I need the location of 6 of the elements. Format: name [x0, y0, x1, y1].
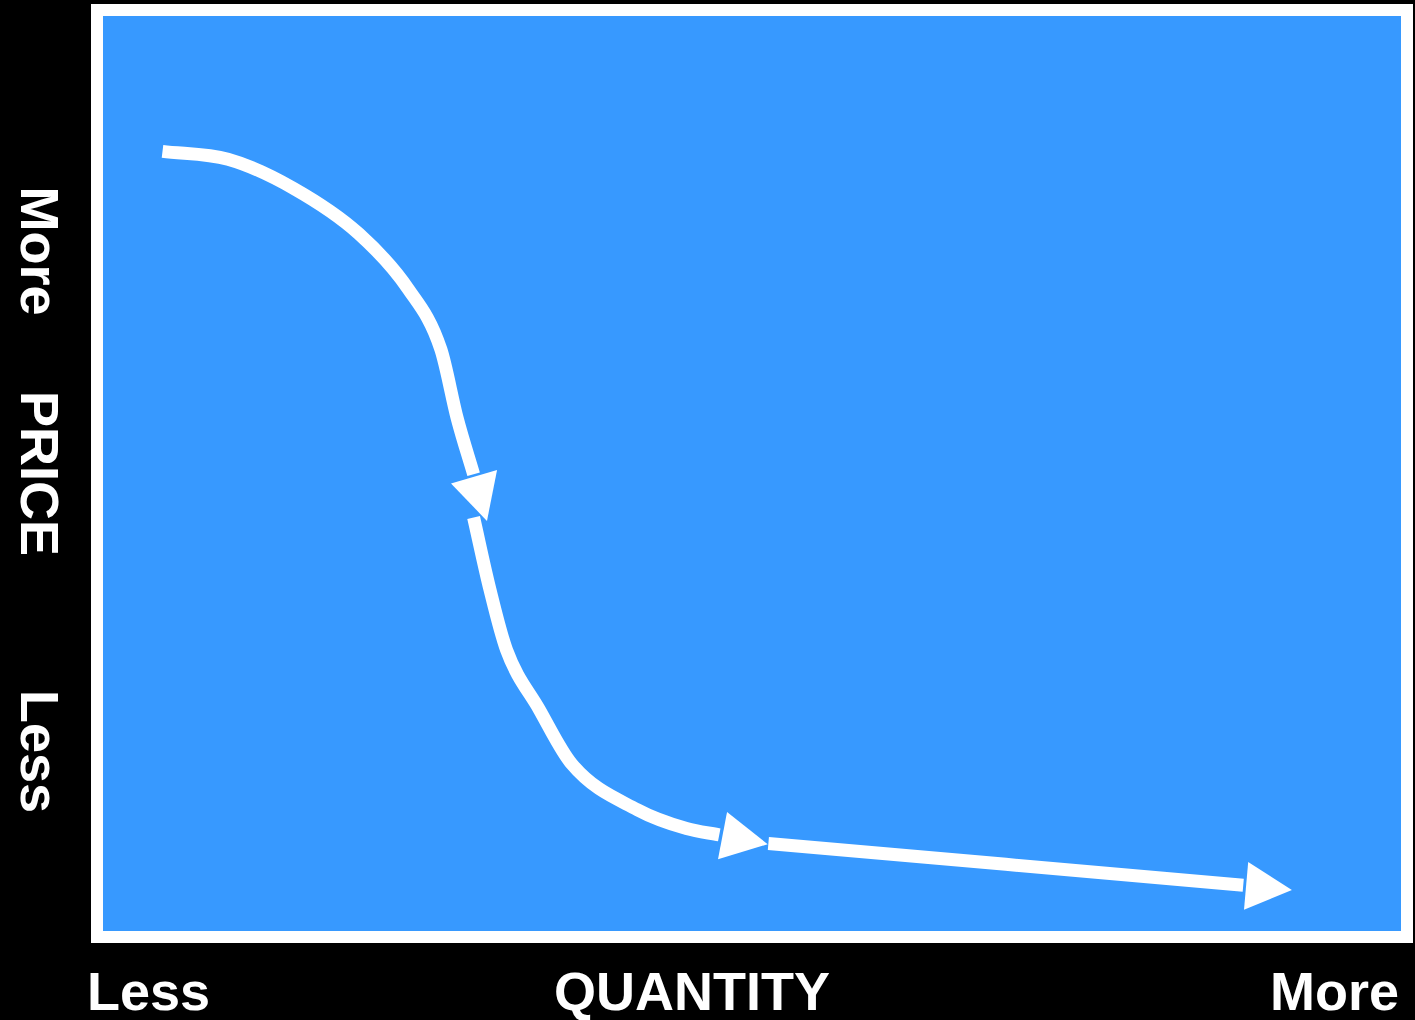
x-axis-title: QUANTITY [554, 960, 830, 1020]
text: More [1269, 960, 1399, 1020]
text: Less [87, 960, 211, 1020]
text: More [10, 186, 71, 316]
y-axis-title: PRICE [10, 390, 71, 557]
text: Less [10, 690, 71, 814]
